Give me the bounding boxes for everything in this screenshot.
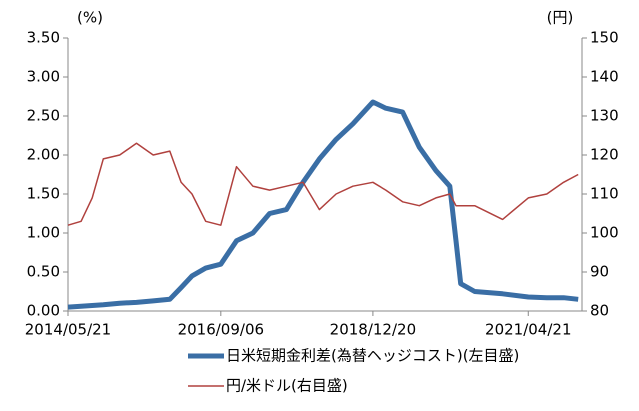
y-tick-label: 1.50 [27,185,60,203]
y2-tick-label: 140 [590,68,619,86]
y2-unit-label: (円) [547,9,574,27]
x-tick-label: 2014/05/21 [25,321,111,339]
x-tick-label: 2021/04/21 [485,321,571,339]
y2-tick-label: 110 [590,185,619,203]
y2-tick-label: 130 [590,107,619,125]
x-tick-label: 2018/12/20 [330,321,416,339]
y2-tick-label: 90 [590,263,609,281]
y2-tick-label: 120 [590,146,619,164]
y-unit-label: (%) [77,9,103,27]
y-tick-label: 3.00 [27,68,60,86]
y-tick-label: 2.00 [27,146,60,164]
series-line [67,99,579,310]
legend-label: 日米短期金利差(為替ヘッジコスト)(左目盛) [226,347,519,365]
y2-tick-label: 100 [590,224,619,242]
y-tick-label: 3.50 [27,29,60,47]
y-tick-label: 0.00 [27,302,60,320]
y-tick-label: 0.50 [27,263,60,281]
y2-tick-label: 80 [590,302,609,320]
y-tick-label: 2.50 [27,107,60,125]
legend-label: 円/米ドル(右目盛) [226,377,348,395]
y2-tick-label: 150 [590,29,619,47]
series-line [67,142,579,226]
x-tick-label: 2016/09/06 [178,321,264,339]
y-tick-label: 1.00 [27,224,60,242]
